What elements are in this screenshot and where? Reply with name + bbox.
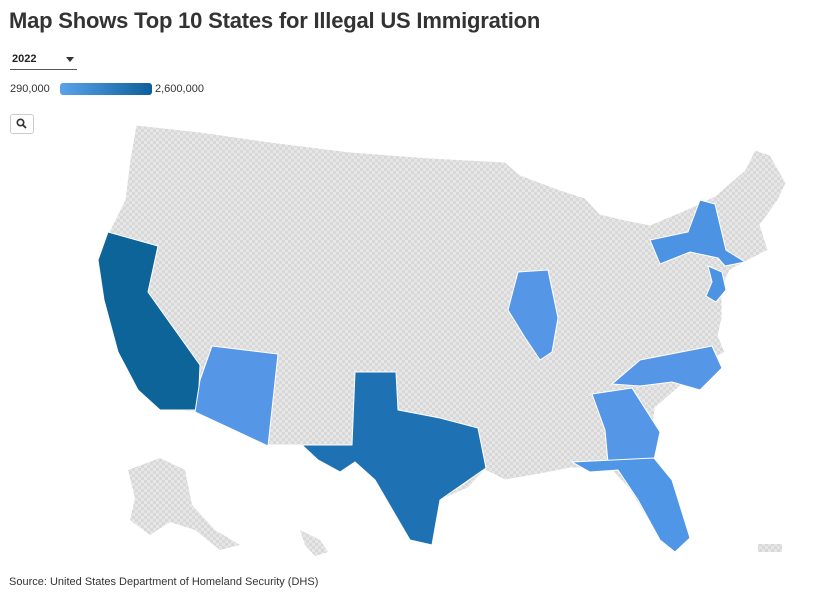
search-icon xyxy=(16,118,27,129)
state-new-jersey[interactable] xyxy=(705,265,727,303)
state-arizona[interactable] xyxy=(194,345,279,447)
us-map xyxy=(97,124,787,556)
legend-gradient-bar xyxy=(60,83,152,95)
zoom-button[interactable] xyxy=(10,114,34,134)
state-new-york[interactable] xyxy=(649,199,747,267)
state-california[interactable] xyxy=(97,231,201,411)
year-dropdown-value: 2022 xyxy=(12,53,37,65)
map-base-islands xyxy=(758,544,782,552)
map-base-alaska xyxy=(128,458,240,550)
map-base-hawaii xyxy=(300,530,328,556)
state-florida[interactable] xyxy=(570,457,691,553)
state-texas[interactable] xyxy=(300,371,487,546)
page-title: Map Shows Top 10 States for Illegal US I… xyxy=(9,8,541,33)
legend-max-label: 2,600,000 xyxy=(155,83,204,95)
chevron-down-icon xyxy=(66,57,74,62)
state-illinois[interactable] xyxy=(507,269,559,361)
state-north-carolina[interactable] xyxy=(610,345,723,391)
legend-min-label: 290,000 xyxy=(10,83,50,95)
year-dropdown[interactable]: 2022 xyxy=(10,50,77,70)
source-note: Source: United States Department of Home… xyxy=(9,576,319,588)
